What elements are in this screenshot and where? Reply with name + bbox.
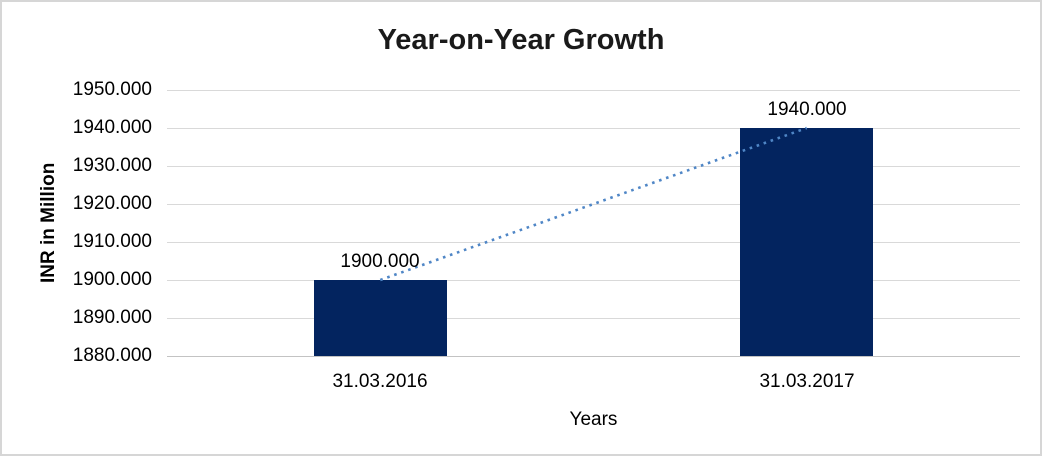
gridline	[167, 204, 1020, 205]
y-tick-label: 1920.000	[72, 193, 152, 214]
gridline	[167, 280, 1020, 281]
y-axis-ticks: 1950.000 1940.000 1930.000 1920.000 1910…	[2, 79, 152, 366]
bar-data-label: 1940.000	[767, 99, 847, 120]
bar-data-label: 1900.000	[340, 251, 420, 272]
y-tick-label: 1900.000	[72, 269, 152, 290]
y-tick-label: 1890.000	[72, 307, 152, 328]
gridline	[167, 318, 1020, 319]
plot-area: 1900.000 1940.000	[167, 90, 1020, 357]
y-tick-label: 1940.000	[72, 117, 152, 138]
x-tick-label: 31.03.2017	[759, 371, 855, 392]
bar-31-03-2017	[740, 128, 873, 356]
y-tick-label: 1910.000	[72, 231, 152, 252]
gridline	[167, 242, 1020, 243]
y-tick-label: 1950.000	[72, 79, 152, 100]
trendline	[379, 126, 808, 282]
y-tick-label: 1930.000	[72, 155, 152, 176]
chart-title: Year-on-Year Growth	[377, 24, 665, 56]
x-tick-label: 31.03.2016	[332, 371, 428, 392]
x-axis-line	[167, 356, 1020, 357]
gridline	[167, 166, 1020, 167]
x-axis-title: Years	[569, 409, 618, 430]
trendline-path	[379, 126, 808, 282]
x-axis-ticks: 31.03.2016 31.03.2017	[167, 371, 1020, 395]
y-tick-label: 1880.000	[72, 345, 152, 366]
bar-31-03-2016	[314, 280, 447, 356]
gridline	[167, 90, 1020, 91]
gridline	[167, 128, 1020, 129]
